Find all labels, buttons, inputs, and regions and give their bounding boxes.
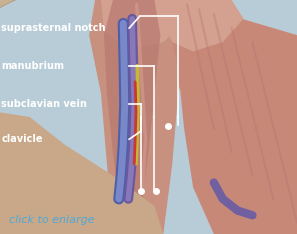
Polygon shape <box>89 0 193 234</box>
Polygon shape <box>154 0 244 51</box>
Polygon shape <box>172 0 297 234</box>
Polygon shape <box>104 0 160 199</box>
Polygon shape <box>0 0 113 234</box>
Polygon shape <box>0 112 163 234</box>
Text: suprasternal notch: suprasternal notch <box>1 23 106 33</box>
Polygon shape <box>101 0 178 47</box>
Text: clavicle: clavicle <box>1 134 43 144</box>
Text: click to enlarge: click to enlarge <box>9 215 94 225</box>
Text: manubrium: manubrium <box>1 61 64 70</box>
Text: subclavian vein: subclavian vein <box>1 99 87 109</box>
Polygon shape <box>0 0 69 148</box>
